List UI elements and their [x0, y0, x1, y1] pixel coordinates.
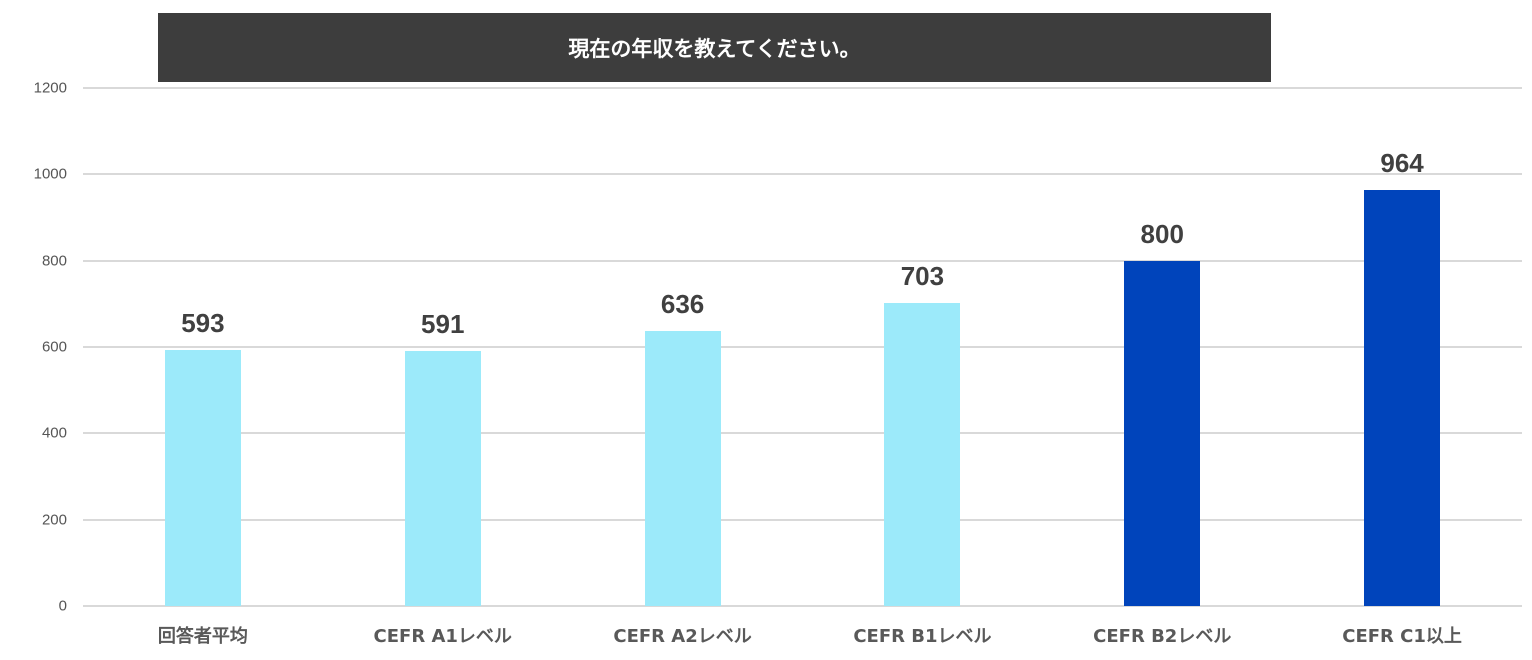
x-axis-category-label: CEFR A2レベル	[613, 626, 752, 647]
bar	[1124, 260, 1201, 606]
gridline	[83, 259, 1522, 262]
bar	[1364, 189, 1441, 606]
y-axis-tick-label: 200	[41, 511, 67, 529]
y-axis-tick-label: 1000	[33, 165, 67, 183]
bar-value-label: 703	[900, 260, 945, 291]
gridline	[83, 432, 1522, 435]
y-axis-tick-label: 1200	[33, 79, 67, 97]
bar-value-label: 593	[181, 308, 225, 339]
gridline	[83, 518, 1522, 521]
gridline	[83, 87, 1522, 89]
x-axis-category-label: 回答者平均	[157, 626, 248, 647]
chart-title-bar: 現在の年収を教えてください。	[158, 13, 1271, 82]
y-axis-tick-label: 400	[41, 424, 67, 442]
gridline	[83, 346, 1522, 348]
chart-title: 現在の年収を教えてください。	[568, 36, 861, 61]
bar-value-label: 964	[1380, 147, 1424, 178]
gridline	[83, 605, 1522, 607]
y-axis-tick-label: 0	[58, 597, 67, 615]
y-axis-tick-label: 600	[41, 338, 67, 356]
x-axis-category-label: CEFR A1レベル	[373, 626, 512, 647]
bar-value-label: 591	[421, 308, 465, 339]
bar-value-label: 636	[660, 289, 705, 320]
gridline	[83, 173, 1522, 176]
x-axis-category-label: CEFR B1レベル	[853, 626, 992, 647]
bar	[644, 331, 721, 606]
x-axis-category-label: CEFR B2レベル	[1093, 626, 1232, 647]
x-axis-category-label: CEFR C1以上	[1342, 626, 1462, 647]
bar	[404, 350, 481, 606]
y-axis-tick-label: 800	[41, 252, 67, 270]
bar	[164, 350, 241, 606]
bar	[884, 302, 961, 606]
bar-value-label: 800	[1140, 218, 1184, 249]
